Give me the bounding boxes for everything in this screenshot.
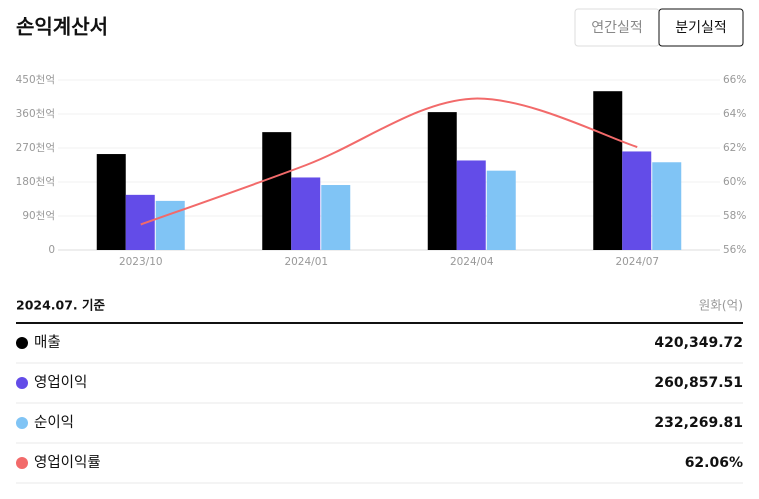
bar	[652, 162, 682, 250]
tab-label[interactable]: 분기실적	[675, 20, 727, 36]
bar	[427, 112, 457, 250]
y-tick-label: 180천억	[16, 176, 55, 188]
line-series	[140, 97, 638, 226]
row-name: 순이익	[34, 414, 74, 431]
row-name: 영업이익	[34, 374, 87, 391]
bar	[96, 154, 126, 250]
x-tick-label: 2024/04	[450, 256, 494, 268]
row-name: 매출	[34, 334, 61, 351]
x-tick-label: 2024/01	[284, 256, 328, 268]
x-tick-label: 2023/10	[119, 256, 163, 268]
bar	[593, 91, 623, 250]
y-tick-label: 90천억	[22, 210, 55, 222]
bar	[622, 151, 652, 250]
legend-dot	[16, 417, 28, 429]
row-value: 62.06%	[685, 455, 743, 471]
page-title: 손익계산서	[16, 15, 108, 39]
summary-date: 2024.07. 기준	[16, 298, 106, 313]
x-tick-label: 2024/07	[615, 256, 659, 268]
tab-quarterly[interactable]	[658, 8, 744, 47]
y-tick-label: 360천억	[16, 108, 55, 120]
y2-tick-label: 60%	[723, 176, 746, 188]
row-value: 420,349.72	[654, 335, 743, 351]
y-tick-label: 270천억	[16, 142, 55, 154]
row-value: 232,269.81	[654, 415, 743, 431]
bar	[125, 194, 155, 250]
bar	[456, 160, 486, 250]
y2-tick-label: 56%	[723, 244, 746, 256]
legend-dot	[16, 337, 28, 349]
y-tick-label: 0	[48, 244, 55, 256]
bar	[486, 170, 516, 250]
summary-unit: 원화(억)	[699, 298, 743, 313]
y2-tick-label: 66%	[723, 74, 746, 86]
bar	[155, 200, 185, 250]
y2-tick-label: 62%	[723, 142, 746, 154]
y2-tick-label: 58%	[723, 210, 746, 222]
legend-dot	[16, 457, 28, 469]
bar	[321, 185, 351, 250]
legend-dot	[16, 377, 28, 389]
tab-label[interactable]: 연간실적	[591, 20, 643, 36]
bar	[291, 177, 321, 250]
row-value: 260,857.51	[654, 375, 743, 391]
bar	[262, 132, 292, 250]
y2-tick-label: 64%	[723, 108, 746, 120]
row-name: 영업이익률	[34, 454, 101, 471]
y-tick-label: 450천억	[16, 74, 55, 86]
